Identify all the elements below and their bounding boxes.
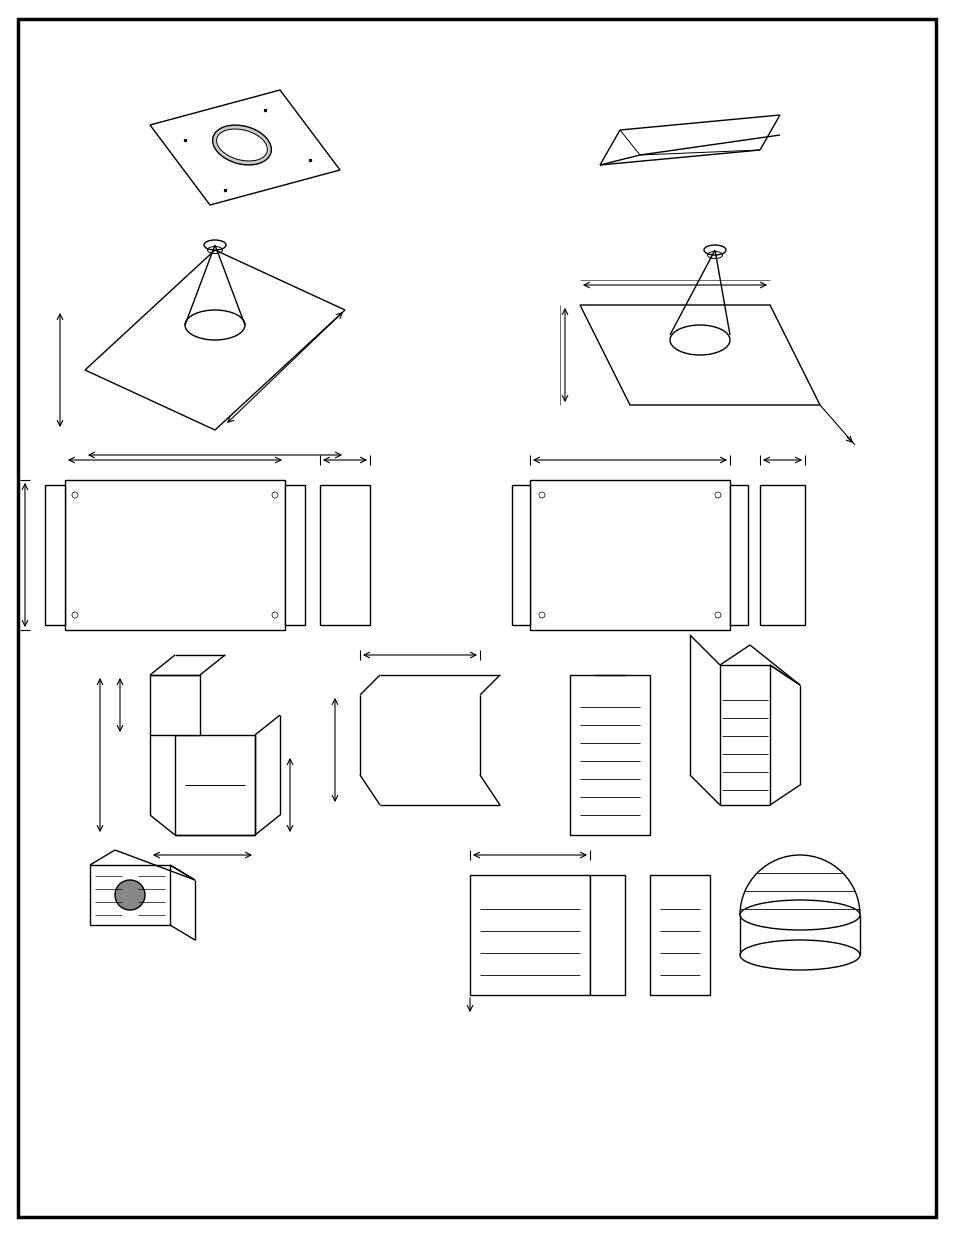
Bar	[729, 485, 747, 625]
Circle shape	[538, 492, 544, 498]
Bar	[569, 676, 649, 835]
Bar	[45, 485, 65, 625]
Ellipse shape	[703, 245, 725, 254]
Circle shape	[714, 613, 720, 618]
Bar	[760, 485, 804, 625]
Circle shape	[538, 613, 544, 618]
Circle shape	[272, 492, 277, 498]
Ellipse shape	[115, 881, 145, 910]
Polygon shape	[85, 249, 345, 430]
Circle shape	[272, 613, 277, 618]
Ellipse shape	[740, 900, 859, 930]
Circle shape	[71, 613, 78, 618]
Ellipse shape	[740, 940, 859, 969]
Ellipse shape	[204, 240, 226, 249]
Bar	[150, 676, 200, 735]
Circle shape	[714, 492, 720, 498]
Bar	[530, 480, 729, 630]
Circle shape	[71, 492, 78, 498]
Bar	[649, 876, 709, 995]
Polygon shape	[579, 305, 820, 405]
Bar	[319, 485, 370, 625]
Bar	[589, 876, 624, 995]
Polygon shape	[150, 90, 339, 205]
Bar	[512, 485, 530, 625]
Ellipse shape	[185, 310, 245, 340]
Ellipse shape	[216, 128, 267, 161]
Bar	[285, 485, 305, 625]
Bar	[174, 735, 254, 835]
Bar	[65, 480, 285, 630]
Ellipse shape	[213, 125, 271, 165]
Bar	[470, 876, 589, 995]
Ellipse shape	[669, 325, 729, 354]
